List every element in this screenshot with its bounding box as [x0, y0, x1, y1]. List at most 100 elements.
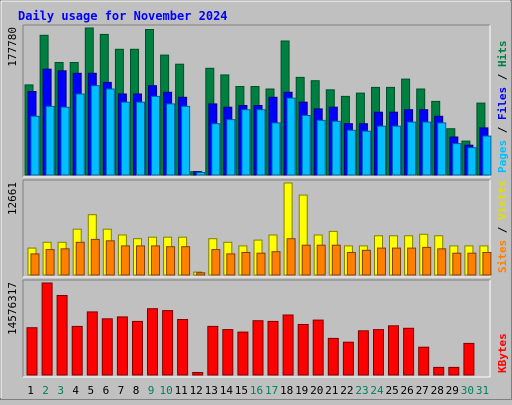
bar-pages-day-3: [60, 106, 70, 176]
x-label-day-6: 6: [103, 384, 110, 397]
x-label-day-7: 7: [118, 384, 125, 397]
bar-sites-day-7: [120, 245, 130, 276]
bar-pages-day-14: [226, 119, 236, 176]
bar-pages-day-24: [377, 125, 386, 176]
bar-sites-day-13: [211, 249, 221, 276]
bar-kbytes-day-30: [463, 342, 475, 376]
bar-pages-day-31: [482, 135, 492, 176]
x-label-day-26: 26: [400, 384, 413, 397]
bar-sites-day-19: [301, 244, 311, 276]
bar-kbytes-day-6: [101, 318, 113, 376]
bar-sites-day-5: [90, 238, 100, 276]
bar-kbytes-day-9: [147, 308, 158, 376]
x-label-day-19: 19: [295, 384, 308, 397]
bar-kbytes-day-13: [207, 325, 219, 376]
bar-pages-day-16: [256, 109, 266, 176]
bar-pages-day-12: [196, 172, 206, 176]
bar-pages-day-18: [286, 97, 296, 176]
bar-pages-day-1: [30, 115, 40, 176]
bar-pages-day-26: [407, 121, 417, 176]
bar-kbytes-day-4: [71, 325, 83, 376]
bar-pages-day-25: [392, 125, 401, 176]
bar-sites-day-22: [346, 252, 356, 276]
bar-kbytes-day-15: [237, 331, 249, 376]
bar-kbytes-day-11: [177, 319, 189, 376]
bar-kbytes-day-18: [282, 314, 294, 376]
legend-panel-3: KBytes: [496, 333, 509, 373]
legend-hits: Hits: [496, 41, 509, 68]
bar-kbytes-day-25: [388, 325, 399, 376]
x-label-day-3: 3: [57, 384, 64, 397]
bar-kbytes-day-24: [373, 329, 384, 376]
x-label-day-18: 18: [280, 384, 293, 397]
x-label-day-31: 31: [476, 384, 489, 397]
bar-sites-day-24: [377, 247, 386, 276]
x-axis-labels: 1 2 3 4 5 6 7 8 9 10 11 12 13 14 15 16 17 18 19 20 21 22 23 24 2…: [27, 384, 489, 397]
bar-sites-day-4: [75, 241, 85, 276]
x-label-day-14: 14: [220, 384, 234, 397]
x-label-day-16: 16: [250, 384, 263, 397]
bar-pages-day-17: [271, 122, 281, 176]
bar-sites-day-6: [105, 240, 115, 276]
bar-sites-day-30: [467, 252, 477, 276]
x-label-day-22: 22: [340, 384, 353, 397]
legend-sites: Sites: [496, 240, 509, 273]
x-label-day-8: 8: [133, 384, 140, 397]
bar-sites-day-2: [45, 249, 55, 276]
x-label-day-28: 28: [431, 384, 444, 397]
bar-sites-day-20: [316, 244, 326, 276]
bar-sites-day-17: [271, 251, 281, 276]
bar-kbytes-day-12: [192, 372, 204, 376]
bar-pages-day-5: [90, 85, 100, 176]
legend-separator: /: [496, 220, 509, 240]
bar-kbytes-day-2: [41, 282, 53, 376]
x-label-day-24: 24: [370, 384, 384, 397]
bar-pages-day-29: [452, 143, 462, 176]
bar-kbytes-day-29: [448, 366, 460, 376]
legend-files: Files: [496, 87, 509, 120]
y-max-label-panel-1: 177780: [6, 27, 19, 67]
bar-kbytes-day-5: [86, 311, 98, 376]
x-label-day-1: 1: [27, 384, 34, 397]
bar-pages-day-4: [75, 93, 85, 176]
bar-kbytes-day-1: [26, 327, 38, 376]
x-label-day-29: 29: [446, 384, 459, 397]
legend-pages: Pages: [496, 140, 509, 173]
bar-pages-day-7: [120, 101, 130, 176]
bar-sites-day-27: [422, 246, 432, 276]
bar-pages-day-11: [181, 105, 191, 176]
bar-sites-day-28: [437, 248, 447, 276]
bar-kbytes-day-7: [116, 316, 128, 376]
bar-pages-day-27: [422, 121, 432, 176]
bar-pages-day-10: [166, 103, 176, 176]
x-label-day-30: 30: [461, 384, 474, 397]
bar-kbytes-day-8: [132, 320, 143, 376]
x-label-day-2: 2: [42, 384, 49, 397]
x-label-day-10: 10: [159, 384, 172, 397]
bar-kbytes-day-20: [312, 319, 324, 376]
bar-sites-day-15: [241, 252, 251, 276]
x-label-day-23: 23: [355, 384, 368, 397]
bar-kbytes-day-26: [403, 327, 415, 376]
bar-sites-day-14: [226, 253, 236, 276]
x-label-day-15: 15: [235, 384, 248, 397]
x-label-day-20: 20: [310, 384, 323, 397]
x-label-day-21: 21: [325, 384, 338, 397]
x-label-day-11: 11: [175, 384, 188, 397]
y-max-label-panel-2: 12661: [6, 182, 19, 215]
bar-sites-day-10: [166, 246, 176, 276]
bar-pages-day-8: [136, 101, 145, 176]
bar-sites-day-1: [30, 253, 40, 276]
bar-sites-day-23: [361, 249, 371, 276]
bar-sites-day-26: [407, 247, 417, 276]
bar-pages-day-21: [331, 120, 341, 176]
chart-title: Daily usage for November 2024: [18, 9, 228, 23]
bar-pages-day-2: [45, 105, 55, 176]
bar-sites-day-3: [60, 248, 70, 276]
bar-sites-day-11: [181, 246, 191, 276]
bar-kbytes-day-3: [56, 295, 68, 376]
bar-pages-day-9: [151, 95, 160, 176]
bar-kbytes-day-28: [433, 366, 445, 376]
